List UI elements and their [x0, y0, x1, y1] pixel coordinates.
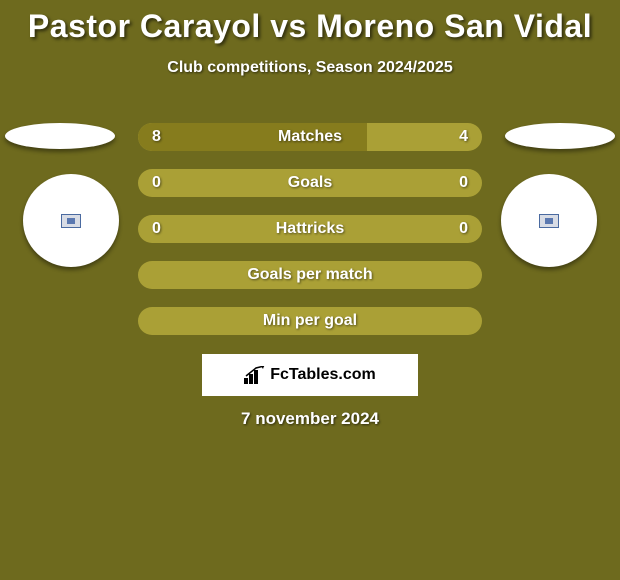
flag-inner-icon — [545, 218, 553, 224]
stat-right-value: 0 — [459, 174, 468, 192]
stat-row-goals-per-match: Goals per match — [138, 261, 482, 289]
page-title: Pastor Carayol vs Moreno San Vidal — [0, 0, 620, 45]
flag-icon — [539, 214, 559, 228]
stat-row-goals: 0 Goals 0 — [138, 169, 482, 197]
stat-label: Min per goal — [138, 312, 482, 330]
player-right-avatar — [501, 174, 597, 267]
player-left-avatar — [23, 174, 119, 267]
stat-label: Goals per match — [138, 266, 482, 284]
stat-row-min-per-goal: Min per goal — [138, 307, 482, 335]
stat-right-value: 4 — [459, 128, 468, 146]
flag-inner-icon — [67, 218, 75, 224]
stat-right-value: 0 — [459, 220, 468, 238]
logo-text: FcTables.com — [270, 366, 376, 384]
player-right-ellipse — [505, 123, 615, 149]
flag-icon — [61, 214, 81, 228]
stat-label: Goals — [138, 174, 482, 192]
stat-label: Hattricks — [138, 220, 482, 238]
stat-row-hattricks: 0 Hattricks 0 — [138, 215, 482, 243]
site-logo: FcTables.com — [202, 354, 418, 396]
stat-row-matches: 8 Matches 4 — [138, 123, 482, 151]
stat-rows: 8 Matches 4 0 Goals 0 0 Hattricks 0 Goal… — [138, 123, 482, 353]
chart-icon — [244, 366, 266, 384]
stat-label: Matches — [138, 128, 482, 146]
comparison-card: Pastor Carayol vs Moreno San Vidal Club … — [0, 0, 620, 580]
player-left-ellipse — [5, 123, 115, 149]
subtitle: Club competitions, Season 2024/2025 — [0, 59, 620, 77]
date-text: 7 november 2024 — [0, 409, 620, 429]
